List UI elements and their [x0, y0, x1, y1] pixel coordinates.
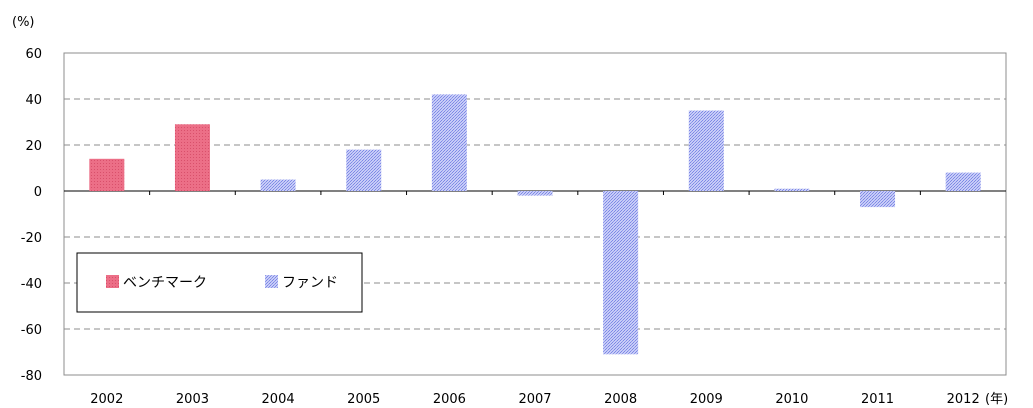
bar-benchmark-2002 — [89, 158, 125, 191]
legend-swatch-benchmark — [106, 275, 119, 288]
plot-area — [63, 52, 1007, 376]
legend-swatch-fund — [265, 275, 278, 288]
x-tick-label: 2007 — [518, 392, 551, 407]
y-axis-unit: (%) — [12, 15, 35, 30]
legend-label-benchmark: ベンチマーク — [123, 275, 207, 291]
y-tick-label: 60 — [25, 47, 42, 62]
x-tick-label: 2009 — [690, 392, 723, 407]
x-axis-ticks: 2002 2003 2004 2005 2006 2007 2008 2009 2010 2011… — [90, 191, 980, 407]
x-tick-label: 2010 — [775, 392, 808, 407]
bar-benchmark-2003 — [174, 124, 210, 191]
legend-box — [76, 252, 363, 313]
bar-fund-2010 — [774, 188, 810, 191]
gridlines — [64, 98, 1006, 330]
y-tick-label: -20 — [21, 231, 42, 246]
y-axis-ticks: 60 40 20 0 -20 -40 -60 -80 — [21, 47, 42, 384]
legend: ベンチマーク ファンド — [76, 252, 363, 313]
bar-fund-2004 — [260, 179, 296, 191]
x-tick-label: 2002 — [90, 392, 123, 407]
x-tick-label: 2004 — [262, 392, 295, 407]
bar-fund-2009 — [688, 110, 724, 191]
y-tick-label: -80 — [21, 369, 42, 384]
y-tick-label: -40 — [21, 277, 42, 292]
bar-fund-2011 — [860, 191, 896, 208]
x-tick-label: 2006 — [433, 392, 466, 407]
y-tick-label: 40 — [25, 93, 42, 108]
bar-fund-2006 — [431, 94, 467, 191]
legend-label-fund: ファンド — [282, 275, 338, 291]
x-axis-unit: (年) — [985, 392, 1008, 407]
y-tick-label: -60 — [21, 323, 42, 338]
x-tick-label: 2011 — [861, 392, 894, 407]
y-tick-label: 20 — [25, 139, 42, 154]
bar-fund-2012 — [945, 172, 981, 191]
x-tick-label: 2005 — [347, 392, 380, 407]
x-tick-label: 2012 — [947, 392, 980, 407]
bar-fund-2008 — [603, 191, 639, 355]
bar-fund-2007 — [517, 191, 553, 196]
y-tick-label: 0 — [34, 185, 42, 200]
bar-fund-2005 — [346, 149, 382, 191]
x-tick-label: 2008 — [604, 392, 637, 407]
bars — [89, 94, 981, 355]
x-tick-label: 2003 — [176, 392, 209, 407]
